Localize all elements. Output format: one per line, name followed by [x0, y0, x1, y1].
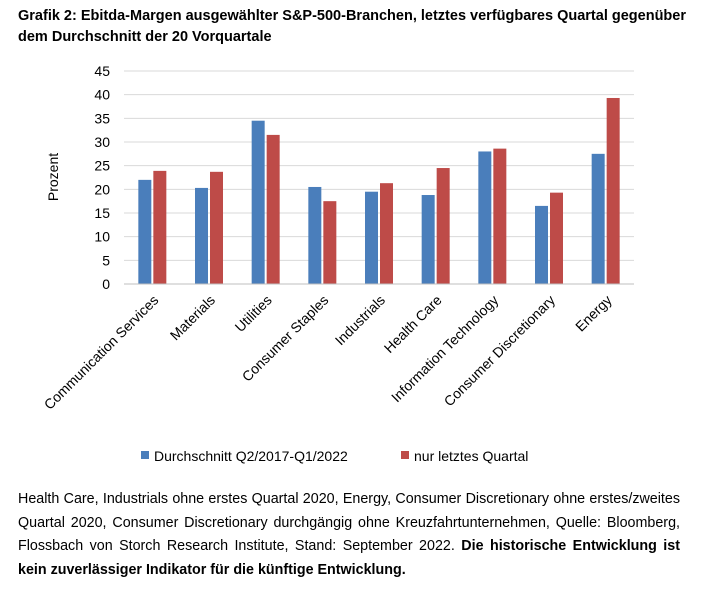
y-axis-label: Prozent — [45, 153, 61, 201]
y-tick-label-35: 35 — [94, 110, 110, 126]
y-tick-label-20: 20 — [94, 181, 110, 197]
bar-series-2-utilities — [266, 134, 280, 284]
bar-series-2-energy — [606, 97, 620, 284]
x-tick-label-industrials: Industrials — [332, 292, 388, 348]
bar-series-1-materials — [195, 187, 208, 284]
y-tick-label-25: 25 — [94, 158, 110, 174]
x-tick-label-consumer-discretionary: Consumer Discretionary — [441, 292, 559, 410]
bar-series-2-industrials — [380, 183, 393, 284]
bar-series-2-health-care — [436, 168, 450, 284]
bar-chart: Prozent 0 5 10 15 20 25 30 35 40 45 Communication… — [41, 63, 634, 464]
gridlines — [124, 70, 634, 261]
bar-series-1-consumer-staples — [308, 186, 322, 284]
y-tick-label-30: 30 — [94, 134, 110, 150]
caption: Health Care, Industrials ohne erstes Qua… — [18, 488, 680, 582]
x-tick-label-energy: Energy — [572, 292, 615, 335]
bar-series-2-materials — [210, 171, 223, 284]
bar-series-2-consumer-staples — [323, 201, 337, 284]
bar-series-1-industrials — [365, 191, 378, 284]
bar-series-2-consumer-discretionary — [550, 192, 563, 284]
y-tick-label-45: 45 — [94, 63, 110, 79]
y-tick-label-5: 5 — [102, 252, 110, 268]
legend-label-series-1: Durchschnitt Q2/2017-Q1/2022 — [154, 448, 348, 464]
y-tick-label-0: 0 — [102, 276, 110, 292]
bar-series-1-energy — [591, 153, 605, 284]
x-tick-label-communication-services: Communication Services — [41, 292, 162, 413]
y-tick-label-15: 15 — [94, 205, 110, 221]
y-axis-ticks: 0 5 10 15 20 25 30 35 40 45 — [94, 63, 110, 292]
category-labels: Communication Services Materials Utilities… — [41, 292, 615, 413]
y-tick-label-10: 10 — [94, 229, 110, 245]
bar-series-1-information-technology — [478, 151, 492, 284]
bars — [138, 97, 620, 284]
legend-label-series-2: nur letztes Quartal — [414, 448, 528, 464]
legend-swatch-series-2 — [401, 451, 409, 459]
x-tick-label-information-technology: Information Technology — [388, 292, 501, 405]
bar-series-2-information-technology — [493, 148, 507, 284]
bar-series-1-communication-services — [138, 179, 152, 284]
x-tick-label-utilities: Utilities — [232, 292, 275, 335]
x-tick-label-materials: Materials — [167, 292, 218, 343]
bar-series-1-health-care — [421, 195, 435, 284]
legend-swatch-series-1 — [141, 451, 149, 459]
caption-text: Health Care, Industrials ohne erstes Qua… — [18, 491, 680, 554]
bar-series-1-consumer-discretionary — [535, 205, 548, 284]
legend: Durchschnitt Q2/2017-Q1/2022 nur letztes… — [141, 448, 528, 464]
caption-disclaimer: Die historische Entwicklung ist kein zuv… — [18, 538, 680, 578]
bar-series-2-communication-services — [153, 170, 167, 284]
chart-title: Grafik 2: Ebitda-Margen ausgewählter S&P… — [18, 8, 686, 45]
bar-series-1-utilities — [251, 120, 265, 284]
y-tick-label-40: 40 — [94, 87, 110, 103]
